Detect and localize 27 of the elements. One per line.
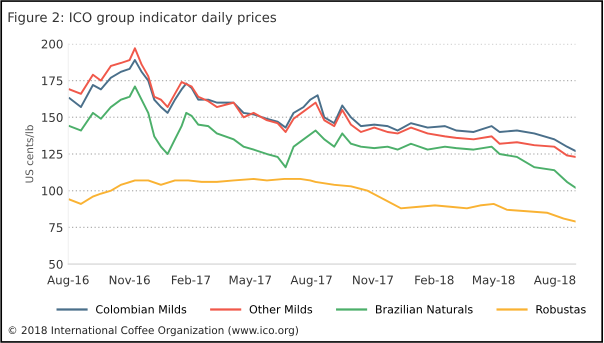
x-tick-label: Aug-18	[534, 275, 576, 287]
x-tick-label: May-18	[473, 275, 515, 287]
legend-label: Brazilian Naturals	[376, 304, 473, 314]
y-tick-label: 50	[49, 260, 63, 269]
line-series	[68, 59, 576, 152]
text: © 2018 International Coffee Organization (www.ico.org)	[8, 326, 298, 336]
x-tick-label: Nov-17	[353, 276, 393, 284]
x-tick-label: Feb-17	[172, 275, 210, 284]
x-tick-label: Feb-18	[415, 275, 454, 284]
x-tick-label: Aug-16	[47, 275, 89, 287]
y-tick-label: 150	[42, 113, 63, 122]
chart-title: Figure 2: ICO group indicator daily prices	[8, 12, 276, 25]
y-axis-title: US cents/lb	[25, 125, 34, 183]
line-series	[68, 86, 576, 189]
y-tick-label: 75	[49, 223, 62, 232]
y-tick-label: 125	[42, 150, 62, 159]
legend-label: Robustas	[536, 304, 586, 314]
line-series	[68, 47, 576, 158]
y-tick-label: 200	[42, 40, 63, 49]
x-tick-label: May-17	[230, 276, 271, 287]
line-series	[68, 178, 576, 223]
y-tick-label: 175	[42, 76, 62, 86]
y-tick-label: 100	[42, 186, 63, 196]
legend-label: Colombian Milds	[96, 304, 186, 314]
x-tick-label: Nov-16	[110, 275, 150, 284]
legend-label: Other Milds	[250, 304, 312, 314]
x-tick-label: Aug-17	[290, 276, 332, 287]
